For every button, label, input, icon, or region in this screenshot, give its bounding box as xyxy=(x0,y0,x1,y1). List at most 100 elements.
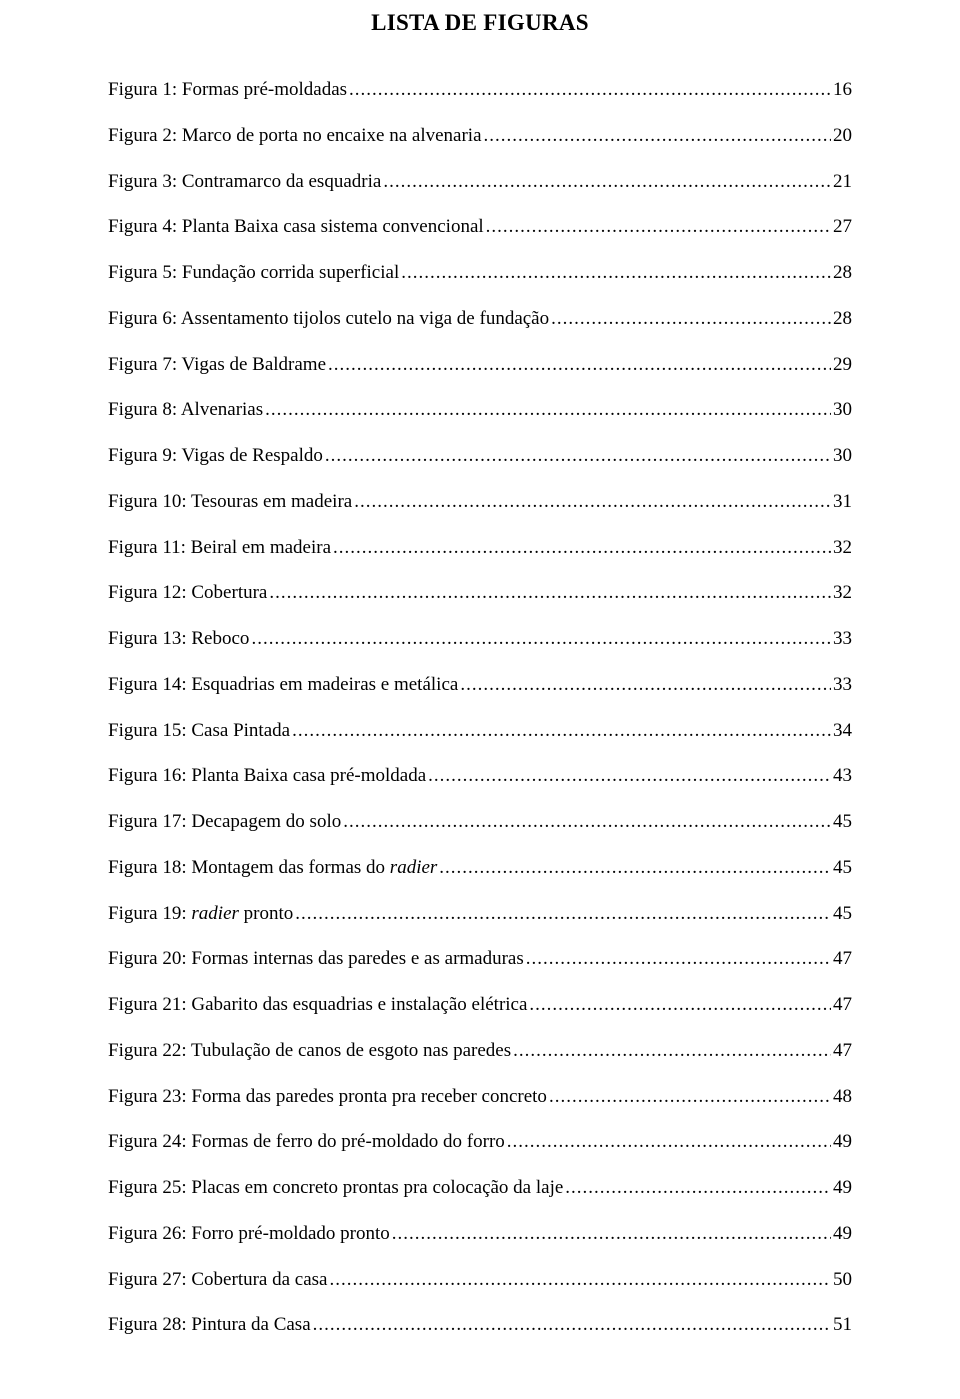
leader-dots xyxy=(401,261,831,285)
figure-entry-label: Figura 9: Vigas de Respaldo xyxy=(108,444,323,468)
figure-entry-label-pre: Figura 16: Planta Baixa casa pré-moldada xyxy=(108,765,426,786)
figure-entry-page: 49 xyxy=(833,1130,852,1154)
figure-entry-label-pre: Figura 17: Decapagem do solo xyxy=(108,811,341,832)
figure-entry-page: 32 xyxy=(833,581,852,605)
figure-entry-page: 47 xyxy=(833,947,852,971)
figure-entry: Figura 2: Marco de porta no encaixe na a… xyxy=(108,124,852,148)
figure-entry: Figura 3: Contramarco da esquadria 21 xyxy=(108,170,852,194)
figure-entry-label-pre: Figura 15: Casa Pintada xyxy=(108,720,290,741)
figure-entry-label: Figura 15: Casa Pintada xyxy=(108,719,290,743)
figure-entry-label-pre: Figura 6: Assentamento tijolos cutelo na… xyxy=(108,308,549,329)
figure-entry-page: 33 xyxy=(833,627,852,651)
leader-dots xyxy=(354,490,831,514)
figure-entry-label-pre: Figura 3: Contramarco da esquadria xyxy=(108,171,381,192)
figure-entry: Figura 24: Formas de ferro do pré-moldad… xyxy=(108,1130,852,1154)
figure-entry-page: 31 xyxy=(833,490,852,514)
figure-entry: Figura 14: Esquadrias em madeiras e metá… xyxy=(108,673,852,697)
figure-entry-page: 27 xyxy=(833,215,852,239)
figure-entry-label: Figura 8: Alvenarias xyxy=(108,398,263,422)
figure-entry-label-pre: Figura 21: Gabarito das esquadrias e ins… xyxy=(108,994,527,1015)
figure-entry-label-pre: Figura 24: Formas de ferro do pré-moldad… xyxy=(108,1131,505,1152)
figure-entry-page: 28 xyxy=(833,261,852,285)
figure-entry: Figura 17: Decapagem do solo 45 xyxy=(108,810,852,834)
figure-entry-label-pre: Figura 2: Marco de porta no encaixe na a… xyxy=(108,125,482,146)
figure-entry-label-italic: radier xyxy=(390,857,438,878)
figure-entry-label: Figura 17: Decapagem do solo xyxy=(108,810,341,834)
leader-dots xyxy=(349,78,831,102)
figure-entry-label: Figura 1: Formas pré-moldadas xyxy=(108,78,347,102)
figure-list: Figura 1: Formas pré-moldadas 16 Figura 2… xyxy=(108,78,852,1337)
figure-entry: Figura 4: Planta Baixa casa sistema conv… xyxy=(108,215,852,239)
figure-entry: Figura 20: Formas internas das paredes e… xyxy=(108,947,852,971)
leader-dots xyxy=(325,444,831,468)
page-title: LISTA DE FIGURAS xyxy=(108,10,852,36)
leader-dots xyxy=(484,124,831,148)
leader-dots xyxy=(439,856,831,880)
leader-dots xyxy=(251,627,831,651)
leader-dots xyxy=(392,1222,831,1246)
figure-entry-label: Figura 27: Cobertura da casa xyxy=(108,1268,327,1292)
figure-entry-label: Figura 2: Marco de porta no encaixe na a… xyxy=(108,124,482,148)
leader-dots xyxy=(329,1268,831,1292)
leader-dots xyxy=(549,1085,831,1109)
figure-entry-label-pre: Figura 10: Tesouras em madeira xyxy=(108,491,352,512)
figure-entry-label: Figura 10: Tesouras em madeira xyxy=(108,490,352,514)
figure-entry-label-pre: Figura 22: Tubulação de canos de esgoto … xyxy=(108,1040,511,1061)
leader-dots xyxy=(551,307,831,331)
figure-entry-label-pre: Figura 27: Cobertura da casa xyxy=(108,1269,327,1290)
figure-entry-label-post: pronto xyxy=(239,903,293,924)
figure-entry-page: 30 xyxy=(833,398,852,422)
figure-entry-page: 33 xyxy=(833,673,852,697)
figure-entry-page: 47 xyxy=(833,1039,852,1063)
figure-entry-label: Figura 7: Vigas de Baldrame xyxy=(108,353,326,377)
figure-entry: Figura 26: Forro pré-moldado pronto 49 xyxy=(108,1222,852,1246)
figure-entry-page: 47 xyxy=(833,993,852,1017)
figure-entry-page: 49 xyxy=(833,1222,852,1246)
figure-entry-label: Figura 13: Reboco xyxy=(108,627,249,651)
figure-entry: Figura 21: Gabarito das esquadrias e ins… xyxy=(108,993,852,1017)
leader-dots xyxy=(513,1039,831,1063)
leader-dots xyxy=(507,1130,831,1154)
leader-dots xyxy=(526,947,831,971)
figure-entry-label: Figura 11: Beiral em madeira xyxy=(108,536,331,560)
figure-entry: Figura 8: Alvenarias 30 xyxy=(108,398,852,422)
figure-entry-label: Figura 6: Assentamento tijolos cutelo na… xyxy=(108,307,549,331)
figure-entry-label: Figura 24: Formas de ferro do pré-moldad… xyxy=(108,1130,505,1154)
figure-entry-page: 45 xyxy=(833,810,852,834)
figure-entry: Figura 7: Vigas de Baldrame 29 xyxy=(108,353,852,377)
figure-entry-label: Figura 4: Planta Baixa casa sistema conv… xyxy=(108,215,484,239)
figure-entry: Figura 16: Planta Baixa casa pré-moldada… xyxy=(108,764,852,788)
figure-entry: Figura 10: Tesouras em madeira 31 xyxy=(108,490,852,514)
figure-entry: Figura 15: Casa Pintada 34 xyxy=(108,719,852,743)
leader-dots xyxy=(383,170,831,194)
leader-dots xyxy=(343,810,831,834)
figure-entry: Figura 23: Forma das paredes pronta pra … xyxy=(108,1085,852,1109)
figure-entry: Figura 18: Montagem das formas do radier… xyxy=(108,856,852,880)
leader-dots xyxy=(460,673,831,697)
leader-dots xyxy=(292,719,831,743)
figure-entry-label: Figura 22: Tubulação de canos de esgoto … xyxy=(108,1039,511,1063)
figure-entry-label-pre: Figura 23: Forma das paredes pronta pra … xyxy=(108,1086,547,1107)
figure-entry-page: 34 xyxy=(833,719,852,743)
figure-entry-label: Figura 21: Gabarito das esquadrias e ins… xyxy=(108,993,527,1017)
figure-entry-page: 51 xyxy=(833,1313,852,1337)
figure-entry-page: 30 xyxy=(833,444,852,468)
figure-entry: Figura 1: Formas pré-moldadas 16 xyxy=(108,78,852,102)
figure-entry-label-pre: Figura 14: Esquadrias em madeiras e metá… xyxy=(108,674,458,695)
figure-entry-label: Figura 16: Planta Baixa casa pré-moldada xyxy=(108,764,426,788)
figure-entry: Figura 11: Beiral em madeira 32 xyxy=(108,536,852,560)
leader-dots xyxy=(269,581,831,605)
leader-dots xyxy=(428,764,831,788)
leader-dots xyxy=(313,1313,831,1337)
figure-entry: Figura 19: radier pronto 45 xyxy=(108,902,852,926)
leader-dots xyxy=(529,993,831,1017)
figure-entry-label: Figura 26: Forro pré-moldado pronto xyxy=(108,1222,390,1246)
figure-entry: Figura 9: Vigas de Respaldo 30 xyxy=(108,444,852,468)
figure-entry-label-pre: Figura 1: Formas pré-moldadas xyxy=(108,79,347,100)
figure-entry-label: Figura 12: Cobertura xyxy=(108,581,267,605)
figure-entry-page: 20 xyxy=(833,124,852,148)
figure-entry-label-pre: Figura 26: Forro pré-moldado pronto xyxy=(108,1223,390,1244)
figure-entry-page: 45 xyxy=(833,856,852,880)
figure-entry-label-pre: Figura 20: Formas internas das paredes e… xyxy=(108,948,524,969)
figure-entry-label: Figura 3: Contramarco da esquadria xyxy=(108,170,381,194)
